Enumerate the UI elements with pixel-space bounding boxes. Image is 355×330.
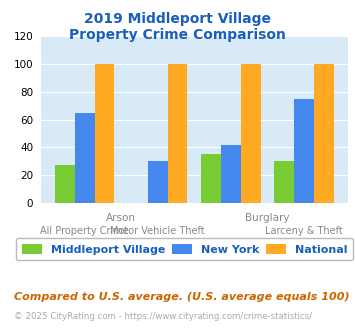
Bar [55,165,75,203]
Bar [148,161,168,203]
Bar [314,64,334,203]
Bar [294,99,314,203]
Legend: Middleport Village, New York, National: Middleport Village, New York, National [16,238,353,260]
Bar [221,145,241,203]
Text: All Property Crime: All Property Crime [40,226,129,236]
Text: 2019 Middleport Village: 2019 Middleport Village [84,12,271,25]
Bar [241,64,261,203]
Bar [168,64,187,203]
Text: Larceny & Theft: Larceny & Theft [265,226,343,236]
Text: Property Crime Comparison: Property Crime Comparison [69,28,286,42]
Text: Burglary: Burglary [245,213,290,223]
Text: Arson: Arson [106,213,136,223]
Bar [274,161,294,203]
Text: Compared to U.S. average. (U.S. average equals 100): Compared to U.S. average. (U.S. average … [14,292,350,302]
Text: © 2025 CityRating.com - https://www.cityrating.com/crime-statistics/: © 2025 CityRating.com - https://www.city… [14,312,312,321]
Bar [75,113,94,203]
Bar [201,154,221,203]
Text: Motor Vehicle Theft: Motor Vehicle Theft [110,226,205,236]
Bar [94,64,114,203]
